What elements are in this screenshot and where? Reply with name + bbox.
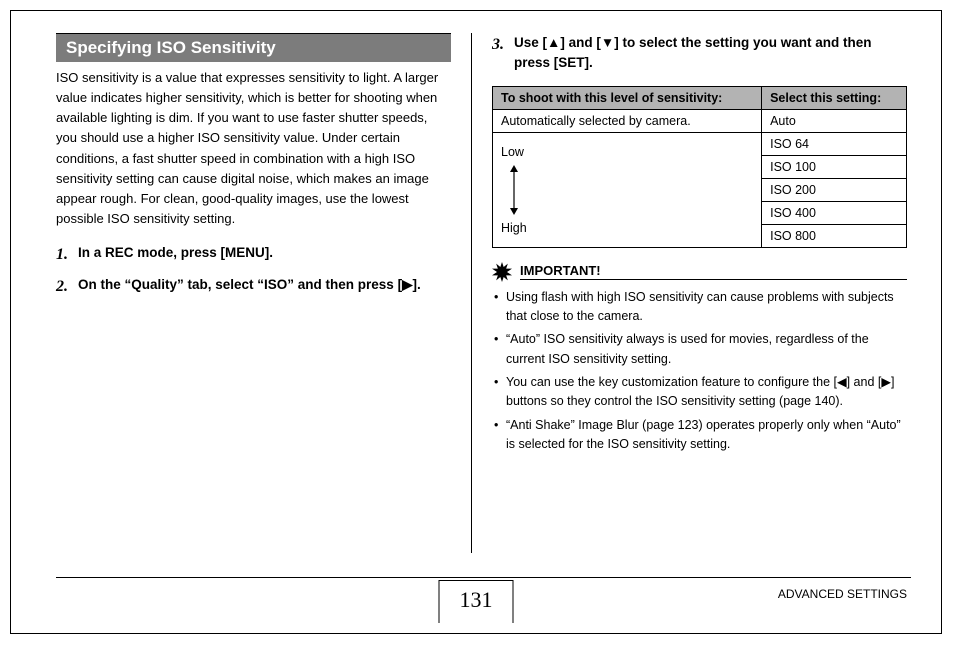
step-3: Use [▲] and [▼] to select the setting yo… bbox=[492, 33, 907, 74]
label-high: High bbox=[501, 221, 527, 235]
starburst-icon bbox=[492, 262, 512, 282]
cell-sensitivity-range: Low High bbox=[493, 132, 762, 247]
table-row: Low High ISO 64 bbox=[493, 132, 907, 155]
note-2: “Auto” ISO sensitivity always is used fo… bbox=[492, 330, 907, 369]
cell-iso64: ISO 64 bbox=[762, 132, 907, 155]
step-2: On the “Quality” tab, select “ISO” and t… bbox=[56, 275, 451, 295]
cell-auto: Auto bbox=[762, 109, 907, 132]
cell-auto-desc: Automatically selected by camera. bbox=[493, 109, 762, 132]
important-label: IMPORTANT! bbox=[520, 263, 907, 280]
important-heading: IMPORTANT! bbox=[492, 262, 907, 282]
cell-iso800: ISO 800 bbox=[762, 224, 907, 247]
table-header-row: To shoot with this level of sensitivity:… bbox=[493, 86, 907, 109]
steps-list: In a REC mode, press [MENU]. On the “Qua… bbox=[56, 243, 451, 296]
note-1: Using flash with high ISO sensitivity ca… bbox=[492, 288, 907, 327]
intro-paragraph: ISO sensitivity is a value that expresse… bbox=[56, 68, 451, 229]
iso-table: To shoot with this level of sensitivity:… bbox=[492, 86, 907, 248]
footer-rule bbox=[56, 577, 911, 578]
cell-iso100: ISO 100 bbox=[762, 155, 907, 178]
step-1: In a REC mode, press [MENU]. bbox=[56, 243, 451, 263]
page-number: 131 bbox=[439, 580, 514, 623]
two-column-layout: Specifying ISO Sensitivity ISO sensitivi… bbox=[56, 33, 911, 553]
right-column: Use [▲] and [▼] to select the setting yo… bbox=[472, 33, 907, 553]
page-frame: Specifying ISO Sensitivity ISO sensitivi… bbox=[10, 10, 942, 634]
range-arrow-icon bbox=[509, 165, 519, 215]
cell-iso200: ISO 200 bbox=[762, 178, 907, 201]
label-low: Low bbox=[501, 145, 524, 159]
important-notes: Using flash with high ISO sensitivity ca… bbox=[492, 288, 907, 455]
steps-list-cont: Use [▲] and [▼] to select the setting yo… bbox=[492, 33, 907, 74]
cell-iso400: ISO 400 bbox=[762, 201, 907, 224]
note-3: You can use the key customization featur… bbox=[492, 373, 907, 412]
note-4: “Anti Shake” Image Blur (page 123) opera… bbox=[492, 416, 907, 455]
left-column: Specifying ISO Sensitivity ISO sensitivi… bbox=[56, 33, 471, 553]
table-row: Automatically selected by camera. Auto bbox=[493, 109, 907, 132]
table-header-setting: Select this setting: bbox=[762, 86, 907, 109]
footer-section-label: ADVANCED SETTINGS bbox=[778, 587, 907, 601]
section-title: Specifying ISO Sensitivity bbox=[56, 33, 451, 62]
table-header-sensitivity: To shoot with this level of sensitivity: bbox=[493, 86, 762, 109]
